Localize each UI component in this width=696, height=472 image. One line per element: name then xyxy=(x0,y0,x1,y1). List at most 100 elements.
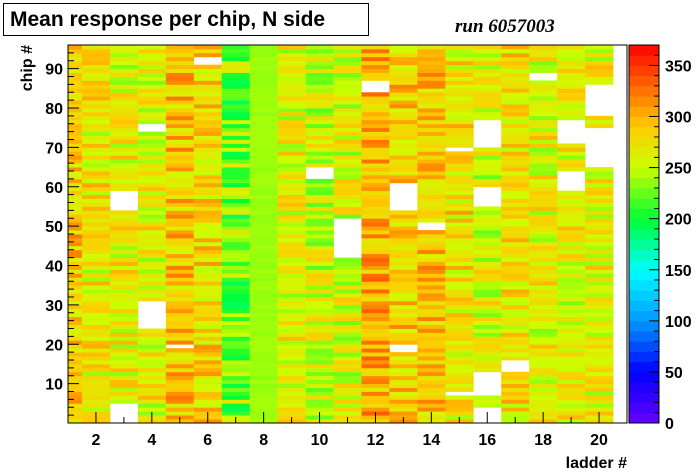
heatmap-cell xyxy=(137,64,167,70)
heatmap-cell xyxy=(68,336,83,341)
heatmap-cell xyxy=(529,340,558,345)
heatmap-cell xyxy=(165,269,195,274)
heatmap-cell xyxy=(585,273,614,278)
heatmap-cell xyxy=(165,336,195,341)
heatmap-cell xyxy=(305,304,334,310)
heatmap-cell xyxy=(109,367,139,373)
heatmap-cell xyxy=(389,45,418,50)
heatmap-cell xyxy=(585,277,614,282)
heatmap-cell xyxy=(557,297,586,302)
heatmap-cell xyxy=(221,178,251,184)
heatmap-cell xyxy=(249,92,279,97)
heatmap-cell xyxy=(333,178,362,184)
heatmap-cell xyxy=(305,234,334,239)
heatmap-cell xyxy=(277,76,306,81)
heatmap-cell xyxy=(361,269,390,274)
heatmap-cell xyxy=(109,241,139,247)
heatmap-cell xyxy=(389,249,418,255)
heatmap-cell xyxy=(277,308,306,314)
heatmap-cell xyxy=(165,407,195,412)
heatmap-cell xyxy=(529,64,558,70)
heatmap-cell xyxy=(445,96,474,101)
heatmap-cell xyxy=(501,285,530,290)
heatmap-cell xyxy=(305,92,334,97)
heatmap-cell xyxy=(585,167,614,172)
heatmap-cell xyxy=(361,174,390,180)
heatmap-cell xyxy=(68,360,83,365)
heatmap-cell xyxy=(81,336,111,341)
heatmap-cell xyxy=(557,60,586,66)
heatmap-cell xyxy=(193,395,223,400)
heatmap-cell xyxy=(417,190,446,196)
heatmap-cell xyxy=(501,84,530,89)
heatmap-cell xyxy=(305,100,334,105)
heatmap-cell xyxy=(305,206,334,211)
heatmap-cell xyxy=(81,174,111,180)
heatmap-cell xyxy=(81,115,111,121)
heatmap-cell xyxy=(221,68,251,73)
heatmap-cell xyxy=(305,151,334,156)
heatmap-cell xyxy=(585,76,614,81)
heatmap-cell xyxy=(81,171,111,176)
heatmap-cell xyxy=(333,190,362,196)
heatmap-cell xyxy=(333,340,362,345)
heatmap-cell xyxy=(81,387,111,392)
heatmap-cell xyxy=(473,206,502,211)
heatmap-cell xyxy=(249,84,279,89)
heatmap-cell xyxy=(249,273,279,278)
heatmap-cell xyxy=(501,383,530,388)
heatmap-cell xyxy=(109,115,139,121)
heatmap-cell xyxy=(193,115,223,121)
heatmap-cell xyxy=(221,332,251,337)
heatmap-cell xyxy=(277,135,306,140)
heatmap-cell xyxy=(165,143,195,148)
heatmap-cell xyxy=(165,383,195,388)
heatmap-cell xyxy=(249,277,279,282)
heatmap-cell xyxy=(445,45,474,50)
heatmap-cell xyxy=(193,88,223,93)
heatmap-cell xyxy=(445,171,474,176)
heatmap-cell xyxy=(361,300,390,306)
heatmap-cell xyxy=(305,155,334,160)
heatmap-cell xyxy=(501,407,530,412)
heatmap-cell xyxy=(389,64,418,70)
heatmap-cell xyxy=(389,367,418,373)
heatmap-cell xyxy=(137,261,167,266)
heatmap-cell xyxy=(109,304,139,310)
heatmap-cell xyxy=(585,332,614,337)
heatmap-cell xyxy=(501,308,530,314)
heatmap-cell xyxy=(193,171,223,176)
heatmap-cell xyxy=(137,379,167,385)
heatmap-cell xyxy=(165,289,195,294)
heatmap-cell xyxy=(277,249,306,255)
heatmap-cell xyxy=(333,206,362,211)
heatmap-cell xyxy=(557,115,586,121)
heatmap-cell xyxy=(249,64,279,70)
heatmap-cell xyxy=(68,281,83,286)
heatmap-cell xyxy=(165,210,195,215)
heatmap-cell xyxy=(417,72,446,77)
heatmap-cell xyxy=(249,147,279,152)
heatmap-cell xyxy=(277,143,306,148)
heatmap-cell xyxy=(81,48,111,54)
heatmap-cell xyxy=(557,253,586,259)
heatmap-cell xyxy=(529,273,558,278)
heatmap-cell xyxy=(361,367,390,373)
heatmap-cell xyxy=(389,356,418,361)
colorbar-band xyxy=(629,45,659,56)
heatmap-cell xyxy=(68,371,83,377)
heatmap-cell xyxy=(473,344,502,349)
heatmap-cell xyxy=(473,52,502,58)
heatmap-cell xyxy=(193,281,223,286)
heatmap-cell xyxy=(417,348,446,353)
heatmap-cell xyxy=(389,371,418,377)
heatmap-cell xyxy=(221,127,251,133)
heatmap-cell xyxy=(473,167,502,172)
heatmap-cell xyxy=(445,182,474,188)
heatmap-cell xyxy=(473,159,502,164)
heatmap-cell xyxy=(221,167,251,172)
heatmap-cell xyxy=(305,277,334,282)
heatmap-cell xyxy=(81,230,111,235)
heatmap-cell xyxy=(529,135,558,140)
heatmap-cell xyxy=(501,202,530,207)
